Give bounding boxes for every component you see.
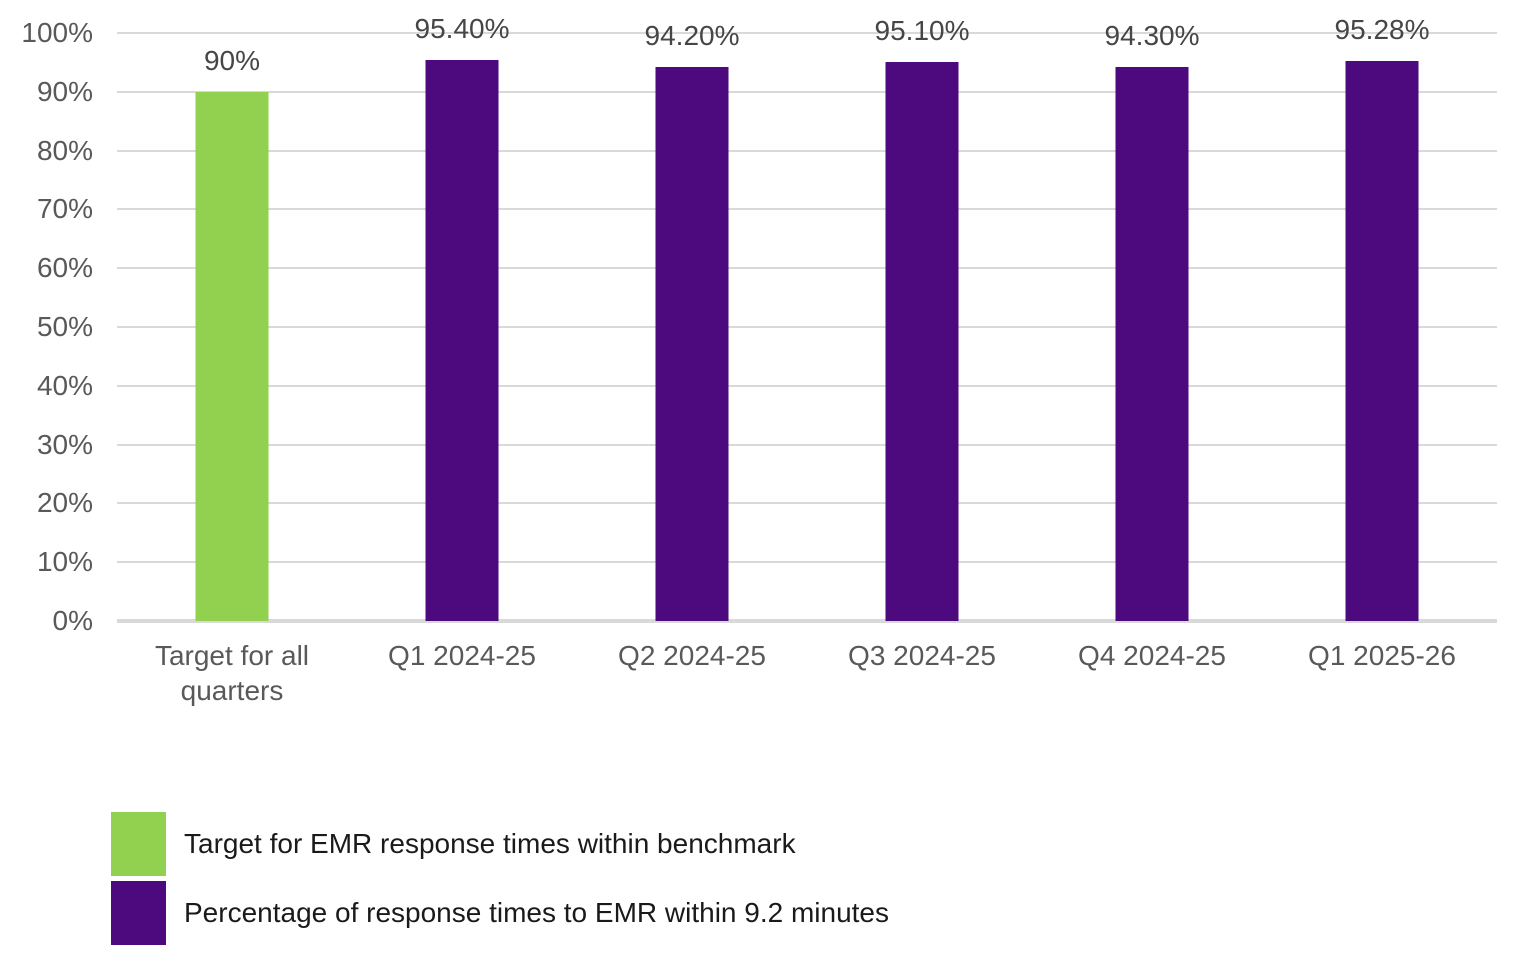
bar-slot: 95.10% [807, 15, 1037, 621]
bar-data-label: 95.28% [1334, 13, 1430, 45]
gridline [117, 502, 1497, 505]
bar-slot: 95.40% [347, 13, 577, 621]
x-axis: Target for all quarters Q1 2024-25 Q2 2024… [117, 638, 1497, 708]
x-axis-label: Q1 2025-26 [1267, 638, 1497, 708]
bar-data-label: 94.20% [644, 20, 740, 52]
bar-q1-2025-26 [1345, 60, 1419, 621]
y-tick-label: 60% [36, 252, 93, 284]
gridline [117, 149, 1497, 152]
gridline [117, 208, 1497, 211]
y-tick-label: 90% [36, 75, 93, 107]
x-axis-label-text: Q3 2024-25 [848, 640, 996, 671]
y-tick-label: 70% [36, 193, 93, 225]
gridline [117, 443, 1497, 446]
gridline [117, 326, 1497, 328]
x-axis-label-text: Target for all quarters [154, 640, 310, 706]
x-axis-label-text: Q1 2025-26 [1308, 640, 1456, 671]
y-tick-label: 10% [36, 546, 93, 578]
bar-slot: 95.28% [1267, 14, 1497, 621]
bar-slot: 94.20% [577, 20, 807, 621]
legend-swatch [111, 881, 166, 945]
legend-item: Percentage of response times to EMR with… [111, 881, 889, 945]
x-axis-label-text: Q1 2024-25 [388, 640, 536, 671]
legend-label: Target for EMR response times within ben… [184, 828, 796, 859]
gridline [117, 90, 1497, 93]
bar-slot: 90% [117, 33, 347, 621]
bar-data-label: 95.10% [874, 14, 970, 46]
bar-target [195, 91, 269, 621]
bar-q1-2024-25 [425, 60, 499, 621]
gridline [117, 32, 1497, 34]
x-axis-label: Target for all quarters [117, 638, 347, 708]
legend: Target for EMR response times within ben… [111, 812, 889, 950]
y-tick-label: 80% [36, 134, 93, 166]
x-axis-label-text: Q4 2024-25 [1078, 640, 1226, 671]
bar-slot: 94.30% [1037, 20, 1267, 621]
y-tick-label: 40% [36, 369, 93, 401]
x-axis-label: Q2 2024-25 [577, 638, 807, 708]
plot-area: 90% 95.40% 94.20% 95.10% 94.30% 95.28% [117, 13, 1497, 623]
legend-item: Target for EMR response times within ben… [111, 812, 889, 876]
gridline [117, 561, 1497, 564]
legend-label: Percentage of response times to EMR with… [184, 897, 890, 928]
y-tick-label: 30% [36, 428, 93, 460]
bar-data-label: 95.40% [414, 13, 510, 45]
x-axis-label: Q1 2024-25 [347, 638, 577, 708]
y-tick-label: 100% [21, 17, 93, 48]
bars-row: 90% 95.40% 94.20% 95.10% 94.30% 95.28% [117, 13, 1497, 621]
x-axis-label-text: Q2 2024-25 [618, 640, 766, 671]
legend-swatch [111, 812, 166, 876]
gridline [117, 267, 1497, 270]
y-axis: 100% 90% 80% 70% 60% 50% 40% 30% 20% 10% 0% [0, 17, 93, 636]
y-tick-label: 50% [36, 311, 93, 342]
bar-q4-2024-25 [1115, 66, 1189, 621]
y-tick-label: 0% [52, 605, 93, 636]
bar-q2-2024-25 [655, 67, 729, 621]
gridline [117, 384, 1497, 387]
y-tick-label: 20% [36, 487, 93, 519]
x-axis-line [117, 619, 1497, 623]
bar-q3-2024-25 [885, 61, 959, 621]
x-axis-label: Q3 2024-25 [807, 638, 1037, 708]
bar-data-label: 94.30% [1104, 19, 1200, 51]
bar-data-label: 90% [203, 44, 261, 76]
x-axis-label: Q4 2024-25 [1037, 638, 1267, 708]
